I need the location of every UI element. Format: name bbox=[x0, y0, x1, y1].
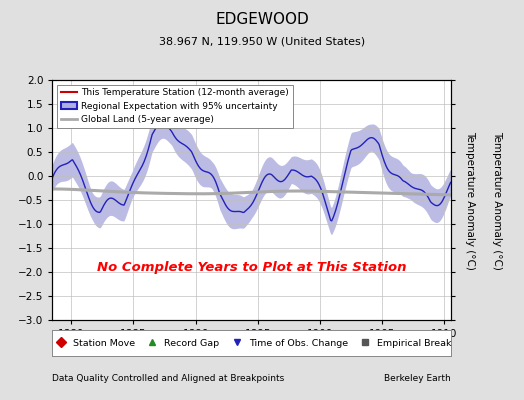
Text: EDGEWOOD: EDGEWOOD bbox=[215, 12, 309, 27]
Text: 38.967 N, 119.950 W (United States): 38.967 N, 119.950 W (United States) bbox=[159, 36, 365, 46]
Text: Data Quality Controlled and Aligned at Breakpoints: Data Quality Controlled and Aligned at B… bbox=[52, 374, 285, 383]
Y-axis label: Temperature Anomaly (°C): Temperature Anomaly (°C) bbox=[465, 130, 475, 270]
Text: No Complete Years to Plot at This Station: No Complete Years to Plot at This Statio… bbox=[97, 261, 406, 274]
Y-axis label: Temperature Anomaly (°C): Temperature Anomaly (°C) bbox=[493, 130, 503, 270]
Text: Berkeley Earth: Berkeley Earth bbox=[384, 374, 451, 383]
Legend: This Temperature Station (12-month average), Regional Expectation with 95% uncer: This Temperature Station (12-month avera… bbox=[57, 84, 292, 128]
Legend: Station Move, Record Gap, Time of Obs. Change, Empirical Break: Station Move, Record Gap, Time of Obs. C… bbox=[48, 335, 455, 351]
